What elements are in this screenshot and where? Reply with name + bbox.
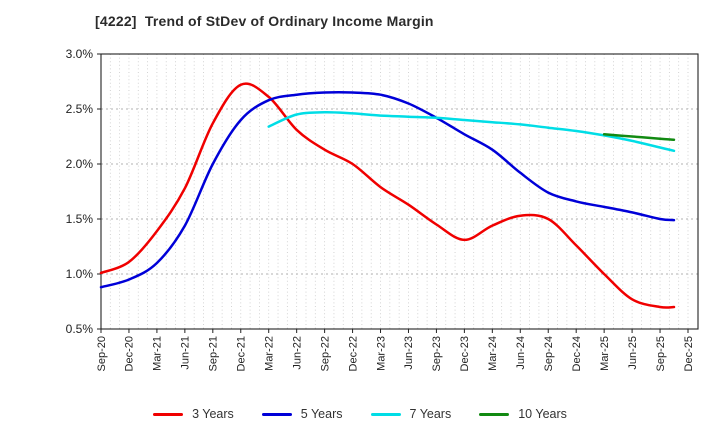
legend-item-7-years: 7 Years (370, 407, 452, 421)
x-tick-label: Dec-20 (124, 336, 136, 371)
chart-title: [4222] Trend of StDev of Ordinary Income… (95, 13, 434, 29)
vertical-gridlines (109, 54, 689, 329)
y-tick-label: 1.5% (66, 212, 94, 226)
x-axis-ticks: Sep-20 Dec-20 Mar-21 Jun-21 Sep-21 Dec-21 Mar-… (96, 329, 695, 371)
legend-label-5-years: 5 Years (300, 407, 343, 421)
x-tick-label: Sep-22 (319, 336, 331, 371)
x-tick-label: Jun-23 (403, 336, 415, 370)
x-tick-label: Dec-24 (571, 336, 583, 371)
legend-swatch-3-years (153, 412, 184, 416)
x-tick-label: Sep-25 (655, 336, 667, 371)
x-tick-label: Mar-21 (152, 336, 164, 371)
y-tick-label: 0.5% (66, 322, 94, 336)
legend-swatch-7-years (370, 412, 401, 416)
legend-swatch-5-years (261, 412, 292, 416)
series-line-5-years (99, 90, 676, 289)
x-tick-label: Jun-21 (180, 336, 192, 370)
x-tick-label: Mar-22 (263, 336, 275, 371)
y-tick-label: 2.5% (66, 102, 94, 116)
y-tick-label: 1.0% (66, 267, 94, 281)
legend-item-5-years: 5 Years (261, 407, 343, 421)
legend-swatch-10-years (479, 412, 510, 416)
y-axis-ticks: 0.5% 1.0% 1.5% 2.0% 2.5% 3.0% (66, 47, 101, 336)
x-tick-label: Dec-23 (459, 336, 471, 371)
legend-item-3-years: 3 Years (153, 407, 234, 421)
x-tick-label: Dec-22 (347, 336, 359, 371)
x-tick-label: Sep-23 (431, 336, 443, 371)
legend-item-10-years: 10 Years (479, 407, 567, 421)
legend: 3 Years 5 Years 7 Years 10 Years (0, 407, 720, 421)
x-tick-label: Mar-23 (375, 336, 387, 371)
y-tick-label: 2.0% (66, 157, 94, 171)
x-tick-label: Jun-24 (515, 336, 527, 370)
series-line-7-years (267, 111, 676, 153)
x-tick-label: Sep-21 (208, 336, 220, 371)
legend-label-10-years: 10 Years (518, 407, 567, 421)
x-tick-label: Dec-25 (683, 336, 695, 371)
legend-label-3-years: 3 Years (192, 407, 234, 421)
series-line-3-years (99, 82, 676, 309)
x-tick-label: Dec-21 (236, 336, 248, 371)
x-tick-label: Mar-25 (599, 336, 611, 371)
x-tick-label: Mar-24 (487, 336, 499, 371)
legend-label-7-years: 7 Years (409, 407, 452, 421)
x-tick-label: Sep-24 (543, 336, 555, 371)
series-line-10-years (602, 133, 676, 142)
x-tick-label: Sep-20 (96, 336, 108, 371)
x-tick-label: Jun-22 (291, 336, 303, 370)
plot-border (100, 53, 699, 330)
x-tick-label: Jun-25 (627, 336, 639, 370)
y-tick-label: 3.0% (66, 47, 94, 61)
